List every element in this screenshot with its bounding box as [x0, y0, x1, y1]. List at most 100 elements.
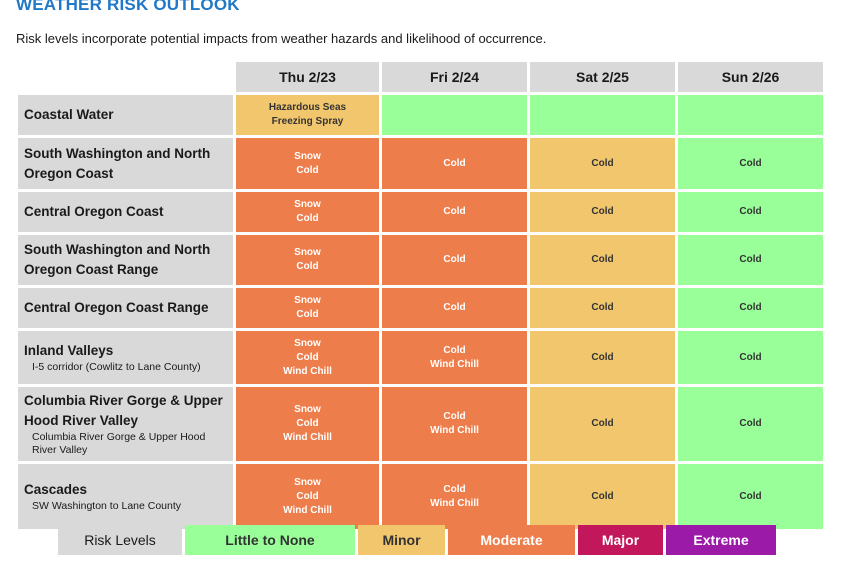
region-cell: Central Oregon Coast Range [18, 288, 233, 328]
hazard-label: Cold [443, 483, 466, 495]
hazard-label: Freezing Spray [271, 116, 344, 127]
region-cell: South Washington and North Oregon Coast … [18, 235, 233, 285]
region-cell: Coastal Water [18, 95, 233, 135]
hazard-label: Cold [443, 344, 466, 356]
risk-cell-moderate: Cold Wind Chill [382, 464, 527, 529]
risk-cell-moderate: Cold Wind Chill [382, 331, 527, 384]
hazard-label: Cold [296, 418, 319, 429]
hazard-label: Cold [443, 206, 466, 217]
risk-cell-moderate: Cold [382, 192, 527, 232]
hazard-label: Cold [443, 302, 466, 313]
page-subtitle: Risk levels incorporate potential impact… [16, 31, 547, 46]
day-header: Thu 2/23 [236, 62, 379, 92]
page-title: WEATHER RISK OUTLOOK [16, 0, 240, 14]
risk-cell-none: Cold [678, 235, 823, 285]
legend-item-minor: Minor [358, 525, 445, 555]
risk-cell-minor: Cold [530, 464, 675, 529]
risk-cell-moderate: Snow Cold [236, 192, 379, 232]
risk-cell-moderate: Snow Cold Wind Chill [236, 464, 379, 529]
region-cell: Cascades SW Washington to Lane County [18, 464, 233, 529]
hazard-label: Cold [739, 418, 762, 429]
hazard-label: Cold [296, 351, 319, 363]
region-name: Central Oregon Coast [24, 204, 164, 219]
region-subtitle: I-5 corridor (Cowlitz to Lane County) [32, 361, 201, 373]
hazard-label: Wind Chill [283, 504, 332, 516]
hazard-label: Cold [591, 418, 614, 429]
region-name: Cascades [24, 482, 88, 497]
hazard-label: Cold [739, 490, 762, 502]
risk-cell-moderate: Snow Cold [236, 288, 379, 328]
risk-cell-minor: Cold [530, 387, 675, 461]
hazard-label: Cold [443, 411, 466, 422]
hazard-label: Snow [294, 404, 321, 415]
risk-cell-none: Cold [678, 192, 823, 232]
hazard-label: Hazardous Seas [268, 102, 347, 113]
risk-cell-moderate: Snow Cold Wind Chill [236, 387, 379, 461]
hazard-label: Cold [591, 206, 614, 217]
header-corner [18, 62, 233, 92]
region-cell: Inland Valleys I-5 corridor (Cowlitz to L… [18, 331, 233, 384]
hazard-label: Snow [294, 247, 321, 258]
hazard-label: Cold [591, 302, 614, 313]
day-header: Sat 2/25 [530, 62, 675, 92]
risk-cell-moderate: Snow Cold [236, 235, 379, 285]
hazard-label: Wind Chill [283, 365, 332, 377]
risk-cell-moderate: Cold [382, 235, 527, 285]
hazard-label: Cold [591, 157, 614, 169]
hazard-label: Wind Chill [430, 497, 479, 509]
risk-cell-minor: Cold [530, 235, 675, 285]
region-cell: Columbia River Gorge & Upper Hood River … [18, 387, 233, 461]
risk-cell-none: Cold [678, 288, 823, 328]
region-cell: Central Oregon Coast [18, 192, 233, 232]
risk-cell-none [530, 95, 675, 135]
legend-item-none: Little to None [185, 525, 355, 555]
region-subtitle: Columbia River Gorge & Upper Hood River … [32, 431, 206, 456]
hazard-label: Cold [296, 490, 319, 502]
hazard-label: Wind Chill [430, 358, 479, 370]
hazard-label: Wind Chill [430, 425, 479, 436]
risk-cell-moderate: Cold [382, 288, 527, 328]
risk-legend: Risk Levels Little to None Minor Moderat… [58, 525, 776, 555]
hazard-label: Snow [294, 199, 321, 210]
hazard-label: Cold [739, 351, 762, 363]
risk-cell-none: Cold [678, 464, 823, 529]
hazard-label: Cold [591, 490, 614, 502]
risk-cell-none: Cold [678, 331, 823, 384]
risk-cell-moderate: Snow Cold Wind Chill [236, 331, 379, 384]
hazard-label: Cold [296, 164, 319, 176]
risk-cell-minor: Cold [530, 331, 675, 384]
hazard-label: Cold [591, 351, 614, 363]
region-name: South Washington and North Oregon Coast [24, 145, 211, 181]
hazard-label: Wind Chill [283, 432, 332, 443]
region-cell: South Washington and North Oregon Coast [18, 138, 233, 189]
hazard-label: Cold [296, 213, 319, 224]
hazard-label: Cold [296, 309, 319, 320]
region-subtitle: SW Washington to Lane County [32, 500, 182, 512]
legend-item-moderate: Moderate [448, 525, 575, 555]
hazard-label: Snow [294, 295, 321, 306]
risk-cell-moderate: Cold Wind Chill [382, 387, 527, 461]
risk-cell-none [678, 95, 823, 135]
region-name: Coastal Water [24, 107, 114, 122]
hazard-label: Snow [294, 476, 321, 488]
hazard-label: Cold [296, 261, 319, 272]
risk-cell-none: Cold [678, 138, 823, 189]
hazard-label: Cold [739, 254, 762, 265]
risk-cell-moderate: Snow Cold [236, 138, 379, 189]
risk-cell-none: Cold [678, 387, 823, 461]
hazard-label: Cold [591, 254, 614, 265]
day-header: Sun 2/26 [678, 62, 823, 92]
hazard-label: Cold [443, 254, 466, 265]
legend-item-major: Major [578, 525, 663, 555]
hazard-label: Snow [294, 150, 321, 162]
hazard-label: Snow [294, 337, 321, 349]
day-header: Fri 2/24 [382, 62, 527, 92]
risk-cell-minor: Hazardous Seas Freezing Spray [236, 95, 379, 135]
legend-label: Risk Levels [58, 525, 182, 555]
risk-table: Thu 2/23 Fri 2/24 Sat 2/25 Sun 2/26 Coas… [18, 62, 823, 529]
hazard-label: Cold [739, 302, 762, 313]
risk-cell-minor: Cold [530, 138, 675, 189]
risk-cell-none [382, 95, 527, 135]
risk-cell-minor: Cold [530, 288, 675, 328]
hazard-label: Cold [739, 206, 762, 217]
